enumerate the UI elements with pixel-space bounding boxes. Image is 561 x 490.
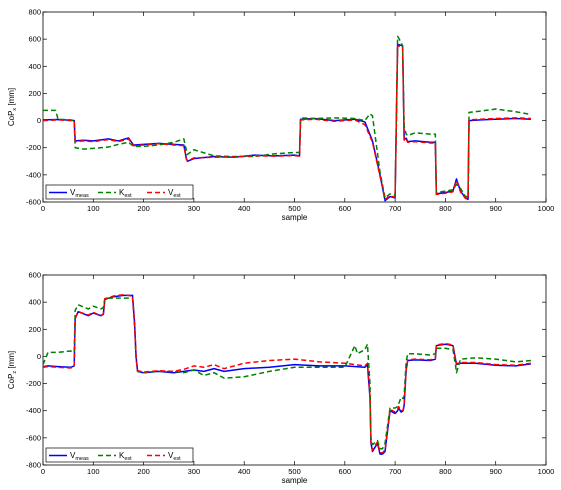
legend-entry-label: Vest [168, 188, 181, 199]
y-tick-label: 200 [28, 89, 41, 98]
y-tick-label: 600 [28, 271, 41, 280]
y-tick-label: 800 [28, 8, 41, 17]
legend-entry-name: V [70, 188, 76, 197]
y-axis-label-subscript: x [12, 108, 18, 111]
y-axis-label-main: CoP [7, 374, 16, 390]
x-axis-label: sample [282, 213, 308, 222]
y-tick-label: -200 [26, 143, 41, 152]
y-axis-label-unit: [mm] [7, 351, 16, 371]
legend: Vmeas Kest Vest [45, 184, 194, 200]
y-tick-label: -400 [26, 406, 41, 415]
legend-entry-subscript: est [124, 193, 132, 199]
top-chart-cop-x: 0 100 200 300 400 500 600 700 800 900 1000 -600 -400… [7, 8, 554, 223]
y-tick-label: 0 [37, 116, 41, 125]
series-line-v-est [43, 45, 531, 201]
x-tick-label: 200 [137, 204, 150, 213]
y-tick-label: 0 [37, 352, 41, 361]
x-tick-label: 200 [137, 467, 150, 476]
y-tick-label: -600 [26, 198, 41, 207]
legend-entry-label: Vest [168, 451, 181, 462]
x-tick-label: 500 [288, 467, 301, 476]
x-tick-label: 1000 [538, 204, 555, 213]
y-tick-label: -800 [26, 461, 41, 470]
y-axis-label: CoPx [mm] [7, 88, 18, 126]
legend-entry-name: K [119, 451, 125, 460]
legend-entry-name: V [70, 451, 76, 460]
legend-entry-name: K [119, 188, 125, 197]
y-tick-label: 200 [28, 325, 41, 334]
legend-entry-name: V [168, 188, 174, 197]
x-tick-label: 600 [339, 467, 352, 476]
x-tick-label: 700 [389, 467, 402, 476]
x-tick-label: 800 [439, 467, 452, 476]
series-line-k-est [43, 297, 531, 450]
legend-entry-subscript: meas [75, 456, 89, 462]
legend-entry-name: V [168, 451, 174, 460]
x-tick-label: 800 [439, 204, 452, 213]
x-tick-label: 100 [87, 467, 100, 476]
legend: Vmeas Kest Vest [45, 447, 194, 463]
x-tick-label: 0 [41, 204, 45, 213]
axes-frame [42, 11, 547, 203]
y-tick-label: -600 [26, 433, 41, 442]
x-tick-label: 700 [389, 204, 402, 213]
legend-entry-label: Vmeas [70, 188, 89, 199]
x-tick-label: 900 [489, 467, 502, 476]
bottom-chart-cop-z: 0 100 200 300 400 500 600 700 800 900 1000 -800 -600… [7, 271, 554, 486]
x-tick-label: 400 [238, 467, 251, 476]
y-axis-label-unit: [mm] [7, 88, 16, 108]
y-axis-label: CoPz [mm] [7, 351, 18, 389]
legend-box [45, 447, 194, 463]
legend-entry-subscript: est [173, 456, 181, 462]
x-tick-label: 900 [489, 204, 502, 213]
y-tick-label: 600 [28, 35, 41, 44]
x-tick-label: 500 [288, 204, 301, 213]
x-tick-label: 100 [87, 204, 100, 213]
x-tick-label: 300 [188, 204, 201, 213]
x-tick-label: 1000 [538, 467, 555, 476]
legend-entry-subscript: est [173, 193, 181, 199]
x-tick-label: 400 [238, 204, 251, 213]
y-tick-label: 400 [28, 62, 41, 71]
legend-box [45, 184, 194, 200]
x-axis-label: sample [282, 476, 308, 485]
axes-frame [42, 274, 547, 466]
y-axis-label-subscript: z [12, 371, 18, 374]
y-tick-label: -400 [26, 170, 41, 179]
legend-entry-label: Kest [119, 451, 132, 462]
y-tick-label: -200 [26, 379, 41, 388]
y-axis-label-main: CoP [7, 111, 16, 127]
legend-entry-label: Vmeas [70, 451, 89, 462]
legend-entry-label: Kest [119, 188, 132, 199]
y-tick-label: 400 [28, 298, 41, 307]
legend-entry-subscript: meas [75, 193, 89, 199]
x-tick-label: 0 [41, 467, 45, 476]
x-tick-label: 300 [188, 467, 201, 476]
legend-entry-subscript: est [124, 456, 132, 462]
x-tick-label: 600 [339, 204, 352, 213]
series-line-k-est [43, 35, 532, 199]
